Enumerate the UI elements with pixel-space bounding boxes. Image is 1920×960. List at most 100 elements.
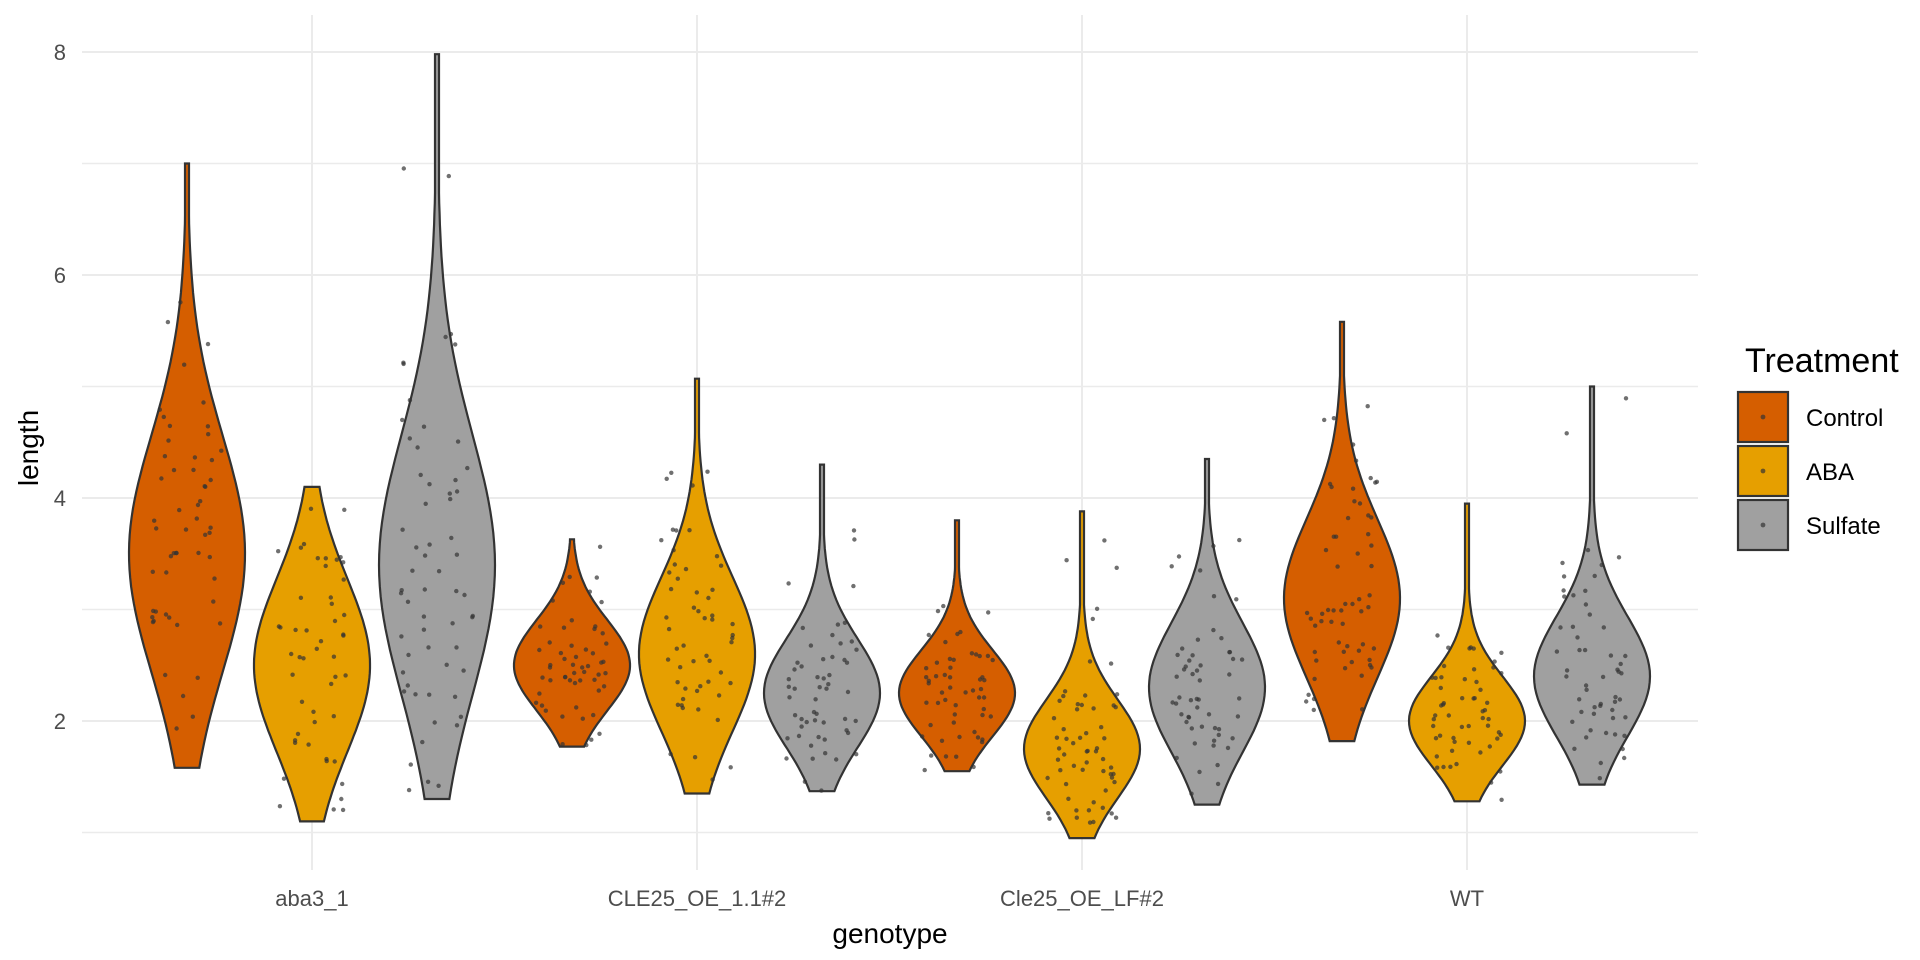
data-point (842, 657, 847, 663)
data-point (1571, 593, 1576, 598)
data-point (407, 436, 412, 441)
data-point (1084, 731, 1089, 736)
data-point (342, 612, 347, 618)
data-point (599, 660, 604, 665)
data-point (301, 541, 307, 547)
data-point (182, 362, 187, 367)
data-point (1087, 820, 1093, 825)
violin-control (1282, 320, 1402, 743)
data-point (1345, 644, 1350, 649)
data-point (1343, 601, 1348, 607)
data-point (672, 562, 677, 567)
data-point (784, 756, 789, 761)
data-point (203, 484, 208, 489)
data-point (821, 720, 826, 725)
data-point (954, 754, 959, 759)
data-point (1617, 697, 1623, 702)
data-point (690, 483, 695, 488)
data-point (1198, 568, 1203, 573)
data-point (817, 685, 822, 690)
data-point (452, 694, 458, 699)
data-point (1435, 765, 1440, 770)
data-point (594, 575, 599, 580)
data-point (1219, 636, 1224, 641)
data-point (1058, 768, 1063, 773)
data-point (1350, 486, 1356, 491)
data-point (691, 605, 697, 610)
data-point (550, 598, 555, 603)
data-point (1064, 558, 1069, 563)
data-point (205, 341, 211, 347)
data-point (851, 528, 857, 533)
data-point (830, 632, 835, 638)
x-tick-label: WT (1450, 886, 1484, 911)
data-point (934, 660, 940, 665)
data-point (399, 634, 404, 639)
data-point (1485, 700, 1490, 705)
violin-control (127, 162, 247, 769)
data-point (1109, 811, 1114, 816)
data-point (423, 501, 428, 506)
data-point (920, 734, 925, 739)
data-point (924, 666, 929, 671)
data-point (289, 651, 294, 657)
violins (127, 53, 1652, 840)
data-point (1170, 700, 1175, 705)
data-point (1439, 675, 1444, 680)
data-point (975, 735, 981, 740)
data-point (157, 407, 162, 412)
data-point (1083, 693, 1088, 698)
data-point (976, 695, 982, 700)
data-point (669, 470, 674, 475)
data-point (714, 554, 720, 559)
data-point (1199, 724, 1205, 729)
data-point (582, 669, 587, 675)
data-point (1340, 621, 1345, 626)
data-point (164, 570, 169, 575)
data-point (1610, 707, 1615, 713)
data-point (1598, 760, 1604, 766)
data-point (1357, 501, 1363, 506)
data-point (710, 777, 715, 782)
data-point (1435, 633, 1440, 638)
data-point (1583, 588, 1588, 593)
data-point (1495, 736, 1500, 741)
data-point (842, 620, 848, 625)
data-point (1074, 808, 1079, 813)
data-point (1356, 648, 1362, 653)
data-point (1454, 761, 1459, 767)
data-point (175, 622, 180, 628)
data-point (796, 733, 802, 739)
data-point (1062, 752, 1067, 757)
data-point (799, 724, 804, 729)
data-point (1057, 698, 1062, 703)
data-point (1462, 677, 1468, 682)
data-point (1327, 481, 1333, 487)
data-point (537, 647, 542, 653)
data-point (706, 679, 711, 684)
data-point (1570, 719, 1575, 724)
data-point (664, 476, 669, 481)
data-point (1355, 551, 1360, 556)
data-point (1583, 602, 1589, 607)
data-point (786, 677, 791, 682)
data-point (981, 706, 986, 712)
data-point (596, 672, 601, 677)
data-point (978, 686, 984, 692)
data-point (1311, 696, 1317, 702)
data-point (1323, 547, 1329, 553)
data-point (1584, 735, 1589, 740)
data-point (454, 723, 460, 728)
data-point (1108, 772, 1114, 777)
data-point (674, 528, 679, 533)
data-point (816, 734, 821, 740)
data-point (1312, 649, 1318, 655)
data-point (1099, 725, 1104, 730)
data-point (1312, 676, 1317, 682)
data-point (1304, 699, 1309, 704)
data-point (405, 683, 410, 688)
data-point (822, 737, 827, 742)
data-point (1439, 703, 1444, 708)
data-point (567, 574, 572, 580)
data-point (281, 776, 287, 781)
